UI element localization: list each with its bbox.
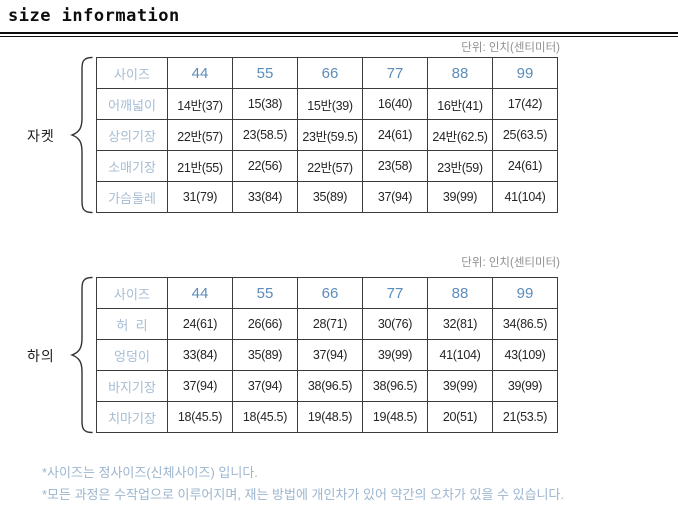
measurement-value: 31(79) (167, 181, 233, 213)
measurement-value: 35(89) (232, 339, 298, 371)
size-header-value: 77 (362, 57, 428, 89)
measurement-row: 어깨넓이 14반(37) 15(38) 15반(39) 16(40) 16반(41) 17(… (96, 88, 558, 120)
measurement-value: 24(61) (167, 308, 233, 340)
size-header-value: 99 (492, 277, 558, 309)
measurement-value: 19(48.5) (362, 401, 428, 433)
title-divider-rule (0, 32, 678, 37)
size-header-value: 99 (492, 57, 558, 89)
measurement-value: 25(63.5) (492, 119, 558, 151)
measurement-value: 39(99) (427, 370, 493, 402)
measurement-label: 가슴둘레 (96, 181, 168, 213)
measurement-value: 33(84) (232, 181, 298, 213)
measurement-value: 22반(57) (297, 150, 363, 182)
size-header-value: 55 (232, 57, 298, 89)
unit-caption-bottoms: 단위: 인치(센티미터) (461, 257, 560, 269)
measurement-value: 24(61) (362, 119, 428, 151)
measurement-value: 28(71) (297, 308, 363, 340)
measurement-label: 바지기장 (96, 370, 168, 402)
footnote-size-note: *사이즈는 정사이즈(신체사이즈) 입니다. (42, 465, 258, 480)
size-header-value: 44 (167, 277, 233, 309)
left-brace-jacket (70, 56, 93, 214)
measurement-value: 23(58) (362, 150, 428, 182)
footnote-handmade-note: *모든 과정은 수작업으로 이루어지며, 재는 방법에 개인차가 있어 약간의 … (42, 487, 565, 502)
measurement-row: 치마기장 18(45.5) 18(45.5) 19(48.5) 19(48.5) 20(5… (96, 401, 558, 433)
measurement-value: 24반(62.5) (427, 119, 493, 151)
measurement-value: 15반(39) (297, 88, 363, 120)
size-header-value: 88 (427, 57, 493, 89)
size-header-value: 55 (232, 277, 298, 309)
size-header-value: 66 (297, 277, 363, 309)
size-header-value: 66 (297, 57, 363, 89)
measurement-value: 16(40) (362, 88, 428, 120)
measurement-value: 41(104) (492, 181, 558, 213)
bottoms-size-table: 사이즈 44 55 66 77 88 99 허 리 24(61) 26(66) 28(71) 30(7… (96, 277, 558, 433)
measurement-value: 19(48.5) (297, 401, 363, 433)
measurement-value: 15(38) (232, 88, 298, 120)
left-brace-bottoms (70, 276, 93, 434)
size-header-row: 사이즈 44 55 66 77 88 99 (96, 277, 558, 309)
measurement-label: 어깨넓이 (96, 88, 168, 120)
size-header-value: 44 (167, 57, 233, 89)
measurement-value: 21(53.5) (492, 401, 558, 433)
measurement-value: 41(104) (427, 339, 493, 371)
measurement-value: 32(81) (427, 308, 493, 340)
page-title: size information (8, 6, 180, 26)
jacket-size-table: 사이즈 44 55 66 77 88 99 어깨넓이 14반(37) 15(38) 15반(39) 1… (96, 57, 558, 213)
measurement-value: 17(42) (492, 88, 558, 120)
measurement-value: 22(56) (232, 150, 298, 182)
measurement-row: 바지기장 37(94) 37(94) 38(96.5) 38(96.5) 39(99) 39… (96, 370, 558, 402)
measurement-value: 39(99) (427, 181, 493, 213)
measurement-value: 38(96.5) (297, 370, 363, 402)
measurement-value: 43(109) (492, 339, 558, 371)
measurement-value: 22반(57) (167, 119, 233, 151)
measurement-value: 30(76) (362, 308, 428, 340)
measurement-value: 20(51) (427, 401, 493, 433)
measurement-value: 26(66) (232, 308, 298, 340)
measurement-value: 37(94) (362, 181, 428, 213)
measurement-value: 35(89) (297, 181, 363, 213)
size-header-value: 77 (362, 277, 428, 309)
measurement-value: 18(45.5) (167, 401, 233, 433)
measurement-value: 38(96.5) (362, 370, 428, 402)
measurement-label: 상의기장 (96, 119, 168, 151)
measurement-value: 23반(59) (427, 150, 493, 182)
group-label-jacket: 자켓 (27, 128, 55, 144)
measurement-value: 14반(37) (167, 88, 233, 120)
measurement-label: 치마기장 (96, 401, 168, 433)
size-header-label: 사이즈 (96, 57, 168, 89)
measurement-value: 34(86.5) (492, 308, 558, 340)
measurement-row: 상의기장 22반(57) 23(58.5) 23반(59.5) 24(61) 24반(62… (96, 119, 558, 151)
size-header-label: 사이즈 (96, 277, 168, 309)
measurement-row: 가슴둘레 31(79) 33(84) 35(89) 37(94) 39(99) 41(104… (96, 181, 558, 213)
measurement-row: 엉덩이 33(84) 35(89) 37(94) 39(99) 41(104) 43(109… (96, 339, 558, 371)
measurement-value: 33(84) (167, 339, 233, 371)
footnotes: *사이즈는 정사이즈(신체사이즈) 입니다. *모든 과정은 수작업으로 이루어… (42, 462, 672, 506)
measurement-row: 소매기장 21반(55) 22(56) 22반(57) 23(58) 23반(59) 24(… (96, 150, 558, 182)
group-label-bottoms: 하의 (27, 348, 55, 364)
unit-caption-jacket: 단위: 인치(센티미터) (461, 42, 560, 54)
measurement-value: 37(94) (167, 370, 233, 402)
measurement-label: 허 리 (96, 308, 168, 340)
measurement-value: 16반(41) (427, 88, 493, 120)
measurement-value: 39(99) (362, 339, 428, 371)
measurement-value: 21반(55) (167, 150, 233, 182)
measurement-value: 18(45.5) (232, 401, 298, 433)
measurement-label: 소매기장 (96, 150, 168, 182)
measurement-label: 엉덩이 (96, 339, 168, 371)
measurement-value: 24(61) (492, 150, 558, 182)
size-header-value: 88 (427, 277, 493, 309)
measurement-value: 23(58.5) (232, 119, 298, 151)
measurement-value: 39(99) (492, 370, 558, 402)
measurement-value: 23반(59.5) (297, 119, 363, 151)
measurement-value: 37(94) (297, 339, 363, 371)
measurement-row: 허 리 24(61) 26(66) 28(71) 30(76) 32(81) 34(86.5… (96, 308, 558, 340)
measurement-value: 37(94) (232, 370, 298, 402)
size-header-row: 사이즈 44 55 66 77 88 99 (96, 57, 558, 89)
